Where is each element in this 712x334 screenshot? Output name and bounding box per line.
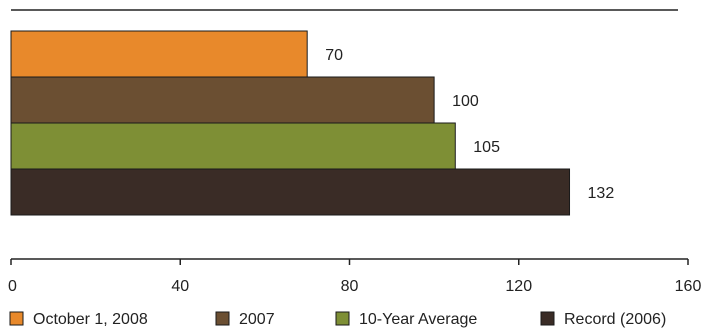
legend-swatch — [540, 311, 555, 326]
bar-value-label: 132 — [588, 185, 615, 202]
legend: October 1, 2008 2007 10-Year Average Record… — [9, 311, 666, 328]
x-tick-label: 120 — [505, 278, 532, 295]
x-tick-label: 160 — [675, 278, 702, 295]
bars-group: 70 100 105 132 — [10, 30, 615, 216]
legend-label: 10-Year Average — [359, 311, 477, 328]
bar-0 — [10, 30, 308, 78]
legend-label: 2007 — [239, 311, 275, 328]
legend-swatch — [335, 311, 350, 326]
bar-value-label: 70 — [325, 47, 343, 64]
bar-value-label: 100 — [452, 93, 479, 110]
x-tick-label: 80 — [341, 278, 359, 295]
legend-swatch — [9, 311, 24, 326]
bar-2 — [10, 122, 456, 170]
x-tick-label: 0 — [8, 278, 17, 295]
bar-value-label: 105 — [473, 139, 500, 156]
x-ticks-group: 0 40 80 120 160 — [8, 259, 701, 295]
bar-1 — [10, 76, 435, 124]
legend-label: October 1, 2008 — [33, 311, 148, 328]
legend-label: Record (2006) — [564, 311, 666, 328]
bar-3 — [10, 168, 571, 216]
x-tick-label: 40 — [171, 278, 189, 295]
legend-swatch — [215, 311, 230, 326]
